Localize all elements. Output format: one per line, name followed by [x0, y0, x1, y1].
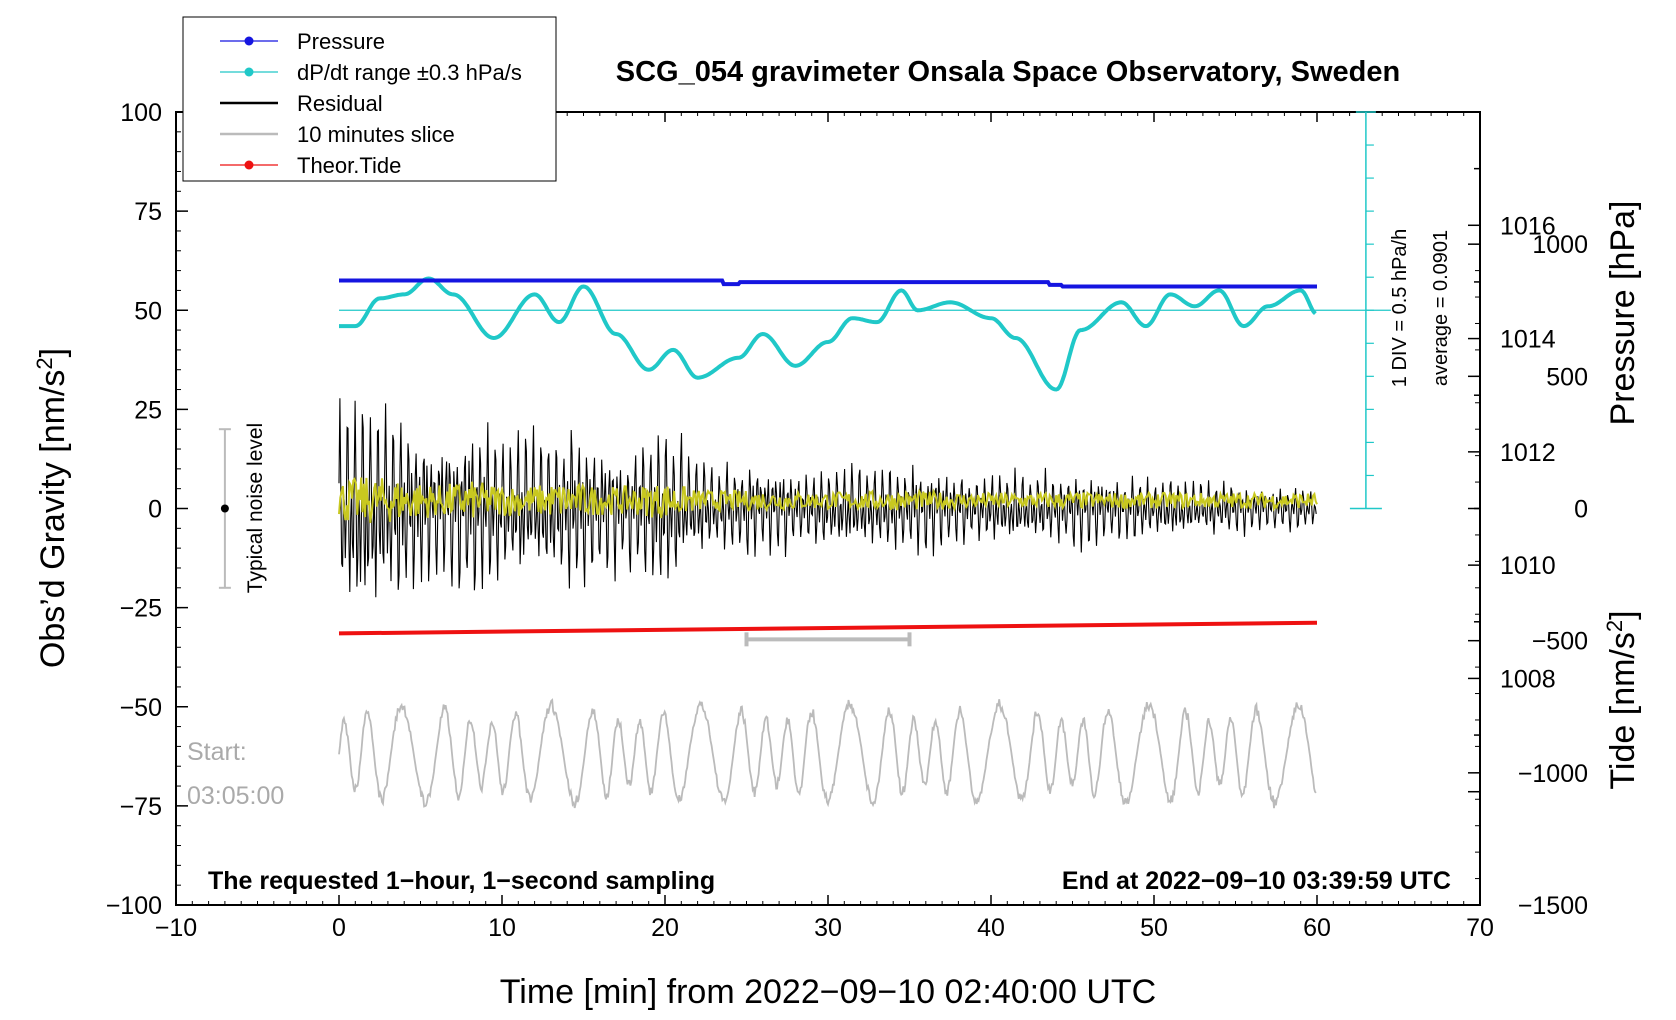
- legend-label: 10 minutes slice: [297, 122, 455, 147]
- legend-label: Pressure: [297, 29, 385, 54]
- y-left-tick-label: 25: [134, 396, 162, 424]
- end-note: End at 2022−09−10 03:39:59 UTC: [1062, 867, 1451, 895]
- noise-center-dot: [220, 504, 229, 513]
- start-time: 03:05:00: [187, 782, 284, 810]
- x-tick-label: −10: [155, 914, 197, 942]
- legend-label: dP/dt range ±0.3 hPa/s: [297, 60, 522, 85]
- y-left-tick-label: 50: [134, 297, 162, 325]
- legend-swatch-marker: [244, 160, 254, 170]
- y-left-tick-label: −50: [120, 694, 162, 722]
- x-axis-title: Time [min] from 2022−09−10 02:40:00 UTC: [500, 973, 1156, 1011]
- x-tick-label: 50: [1140, 914, 1168, 942]
- y-left-tick-label: −100: [106, 892, 162, 920]
- y-left-axis-title-close: ]: [34, 348, 72, 357]
- pressure-tick-label: 1010: [1500, 552, 1556, 580]
- tide-tick-label: 0: [1574, 496, 1588, 524]
- y-left-tick-label: 0: [148, 496, 162, 524]
- legend-label: Theor.Tide: [297, 153, 401, 178]
- tide-tick-label: −1000: [1518, 760, 1588, 788]
- pressure-axis-title: Pressure [hPa]: [1604, 201, 1642, 426]
- tide-axis-title-close: ]: [1604, 610, 1642, 619]
- y-left-axis-title-text: Obs’d Gravity [nm/s: [34, 370, 72, 669]
- y-left-tick-labels: 100 75 50 25 0 −25 −50 −75 −100: [106, 99, 162, 920]
- chart-title: SCG_054 gravimeter Onsala Space Observat…: [616, 56, 1400, 88]
- x-tick-label: 30: [814, 914, 842, 942]
- pressure-tick-label: 1012: [1500, 439, 1556, 467]
- div-label: 1 DIV = 0.5 hPa/h: [1389, 229, 1411, 387]
- legend-swatch-marker: [244, 36, 254, 46]
- start-label: Start:: [187, 738, 247, 766]
- tide-tick-label: −500: [1532, 628, 1588, 656]
- y-left-tick-label: 75: [134, 198, 162, 226]
- tide-tick-labels: 1000 500 0 −500 −1000 −1500: [1518, 231, 1588, 920]
- average-label: average = 0.0901: [1430, 230, 1452, 386]
- pressure-tick-label: 1014: [1500, 326, 1556, 354]
- sampling-note: The requested 1−hour, 1−second sampling: [208, 867, 715, 895]
- legend-entries: Pressure dP/dt range ±0.3 hPa/s Residual 10…: [220, 29, 522, 178]
- x-tick-label: 70: [1466, 914, 1494, 942]
- pressure-line: [339, 278, 1317, 289]
- legend-box: [182, 16, 557, 182]
- noise-level-label: Typical noise level: [244, 423, 267, 593]
- slice-bar: [744, 632, 912, 647]
- x-tick-label: 20: [651, 914, 679, 942]
- x-tick-label: 40: [977, 914, 1005, 942]
- x-tick-labels: −10 0 10 20 30 40 50 60 70: [155, 914, 1494, 942]
- legend: Pressure dP/dt range ±0.3 hPa/s Residual 10…: [182, 16, 557, 182]
- x-tick-label: 10: [488, 914, 516, 942]
- y-left-tick-label: −25: [120, 595, 162, 623]
- y-left-tick-label: 100: [120, 99, 162, 127]
- noise-level-indicator: [218, 428, 231, 589]
- tide-axis-title-text: Tide [nm/s: [1604, 632, 1642, 789]
- y-left-axis-title-sup: 2: [32, 357, 57, 369]
- theor-tide-line: [338, 620, 1318, 636]
- pressure-tick-label: 1016: [1500, 212, 1556, 240]
- axis-ticks: [175, 111, 1481, 906]
- tide-axis-title: Tide [nm/s2]: [1602, 610, 1642, 789]
- pressure-tick-labels: 1016 1014 1012 1010 1008: [1500, 212, 1556, 693]
- pressure-tick-label: 1008: [1500, 665, 1556, 693]
- tide-tick-label: 500: [1546, 363, 1588, 391]
- y-left-axis-title: Obs’d Gravity [nm/s2]: [32, 348, 72, 668]
- dpdt-line: [339, 276, 1317, 392]
- tide-axis-title-sup: 2: [1602, 620, 1627, 632]
- legend-label: Residual: [297, 91, 383, 116]
- tide-tick-label: −1500: [1518, 892, 1588, 920]
- x-tick-label: 60: [1303, 914, 1331, 942]
- tide-tick-label: 1000: [1532, 231, 1588, 259]
- x-tick-label: 0: [332, 914, 346, 942]
- pressure-div-scale: [1349, 111, 1382, 510]
- slice-trace-line: [338, 698, 1317, 809]
- y-left-tick-label: −75: [120, 793, 162, 821]
- filtered-residual-line: [338, 476, 1318, 524]
- legend-swatch-marker: [244, 67, 254, 77]
